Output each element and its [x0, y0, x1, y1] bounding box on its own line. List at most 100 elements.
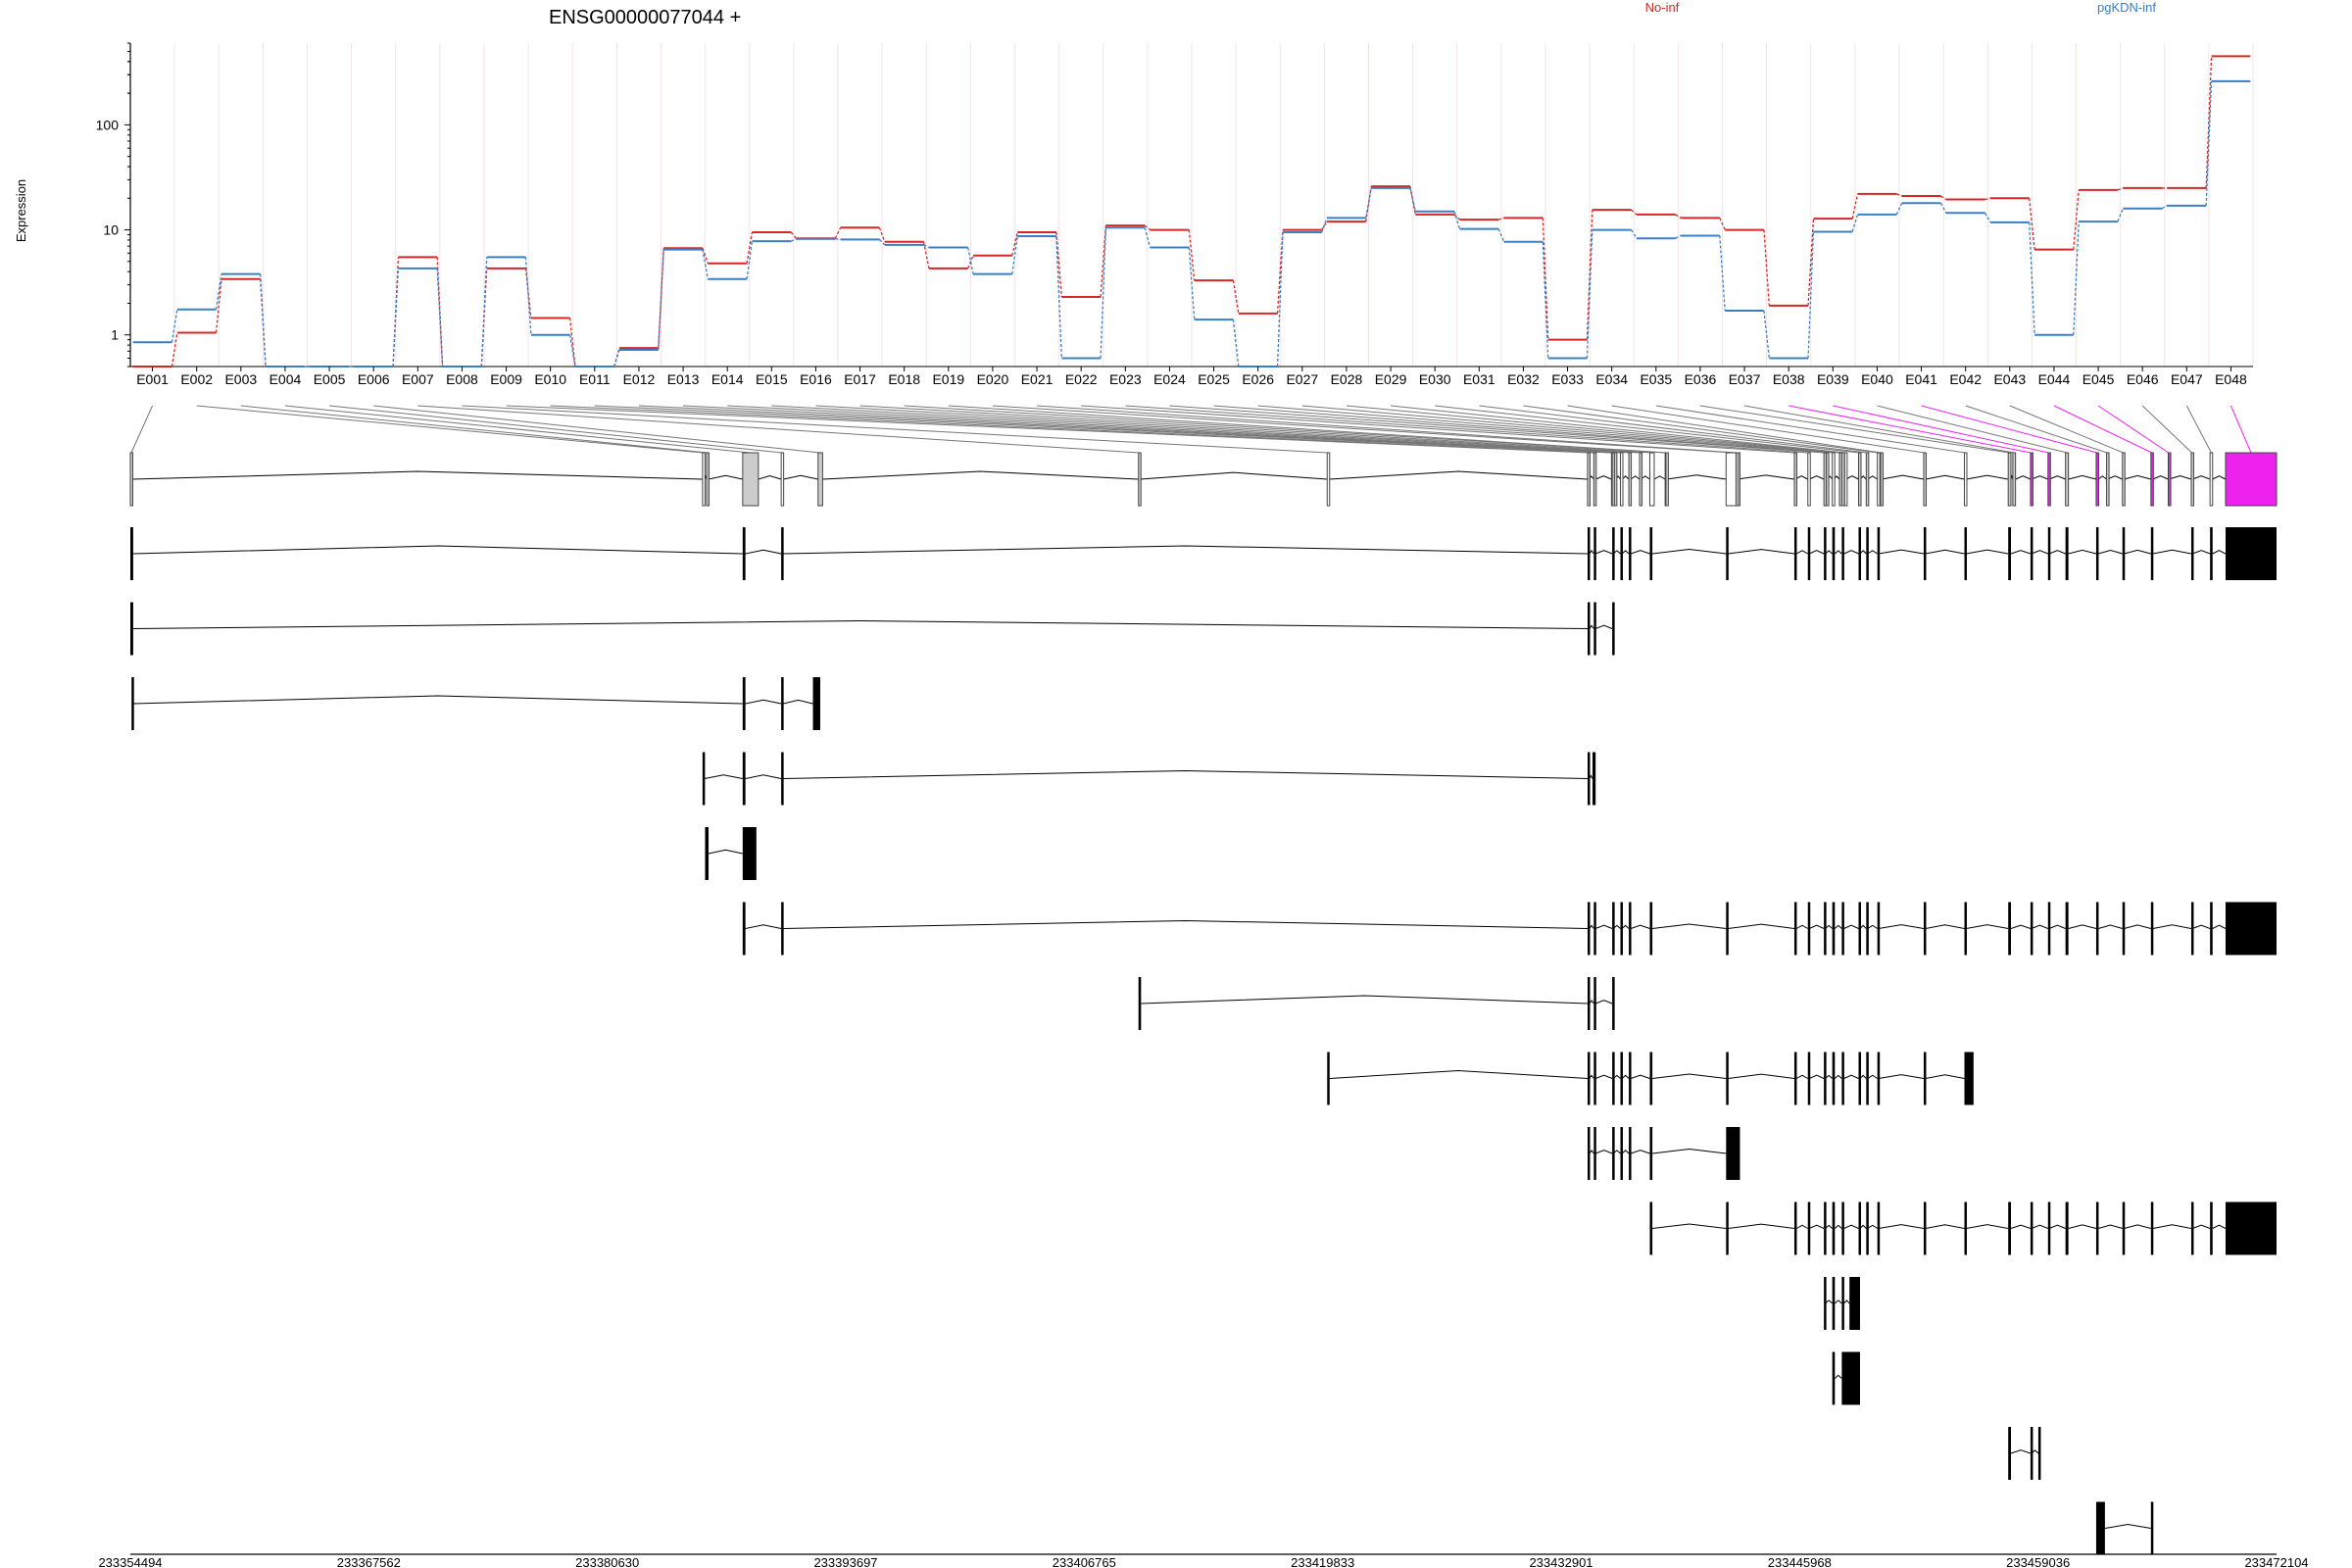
exon-box [1793, 527, 1797, 580]
bin-connector [240, 405, 709, 454]
intron-line [1843, 1224, 1859, 1229]
exon-box [2007, 452, 2012, 507]
exon-box [2210, 527, 2213, 580]
exon-box [1587, 527, 1591, 580]
exon-box [1629, 1052, 1632, 1105]
series-connector [2073, 221, 2080, 335]
y-axis-label: Expression [14, 179, 28, 242]
exon-box [1841, 1351, 1860, 1405]
intron-line [1653, 475, 1666, 480]
series-connector [658, 249, 664, 351]
genomic-tick-label: 233406765 [1053, 1555, 1116, 1568]
intron-line [1825, 924, 1834, 929]
intron-line [2168, 475, 2192, 480]
intron-line [2212, 924, 2227, 929]
intron-line [1728, 549, 1795, 555]
intron-line [1809, 1224, 1825, 1229]
bin-connector [1921, 405, 2098, 454]
exon-box [812, 677, 820, 730]
intron-line [1834, 1074, 1842, 1079]
exon-box [1807, 527, 1811, 580]
series-connector [1365, 187, 1372, 219]
exon-box [1877, 1052, 1881, 1105]
exon-box [1613, 452, 1618, 507]
intron-line [1594, 475, 1612, 480]
exon-box [2037, 1427, 2041, 1480]
genomic-tick-label: 233367562 [337, 1555, 401, 1568]
exon-box [1824, 902, 1827, 956]
exon-box [1620, 902, 1624, 956]
exon-box [1866, 1052, 1869, 1105]
intron-line [1859, 924, 1867, 929]
intron-line [783, 919, 1588, 929]
series-connector [568, 334, 576, 368]
intron-line [1141, 995, 1589, 1004]
series-connector [2073, 189, 2080, 250]
intron-line [2124, 474, 2151, 480]
genomic-tick-label: 233459036 [2006, 1555, 2070, 1568]
intron-line [1966, 474, 2009, 480]
x-tick-label: E012 [623, 371, 656, 387]
intron-line [708, 849, 743, 855]
x-tick-label: E016 [800, 371, 832, 387]
series-connector [790, 231, 798, 239]
intron-line [2212, 550, 2227, 555]
bin-connector [373, 405, 821, 454]
bin-connector [1479, 405, 1868, 454]
intron-line [1878, 1074, 1925, 1079]
intron-line [2068, 549, 2097, 555]
intron-line [1589, 924, 1594, 929]
exon-box [1612, 1127, 1615, 1180]
x-tick-label: E018 [888, 371, 920, 387]
intron-line [1867, 475, 1878, 480]
intron-line [1834, 1374, 1842, 1379]
exon-box [1726, 902, 1729, 956]
series-connector [1719, 235, 1726, 312]
x-tick-label: E024 [1153, 371, 1186, 387]
bin-connector [1037, 405, 1738, 454]
exon-box [1964, 902, 1968, 956]
exon-box [742, 902, 746, 956]
exon-box [706, 452, 710, 507]
exon-box [2030, 452, 2034, 507]
intron-line [132, 619, 1588, 629]
x-tick-label: E002 [180, 371, 213, 387]
bin-connector [462, 405, 1329, 454]
series-connector [1896, 193, 1902, 197]
x-tick-label: E038 [1773, 371, 1805, 387]
series-connector [1807, 231, 1815, 359]
exon-box [705, 827, 710, 880]
series-connector [260, 273, 267, 368]
bin-connector [506, 405, 1589, 454]
series-connector [1586, 229, 1593, 359]
x-tick-label: E026 [1242, 371, 1274, 387]
intron-line [2097, 475, 2107, 480]
x-tick-label: E041 [1905, 371, 1937, 387]
exon-box [1826, 452, 1830, 507]
intron-line [1881, 474, 1925, 480]
x-tick-label: E009 [490, 371, 522, 387]
bin-connector [2185, 405, 2212, 454]
series-connector [171, 309, 178, 343]
intron-line [1589, 1074, 1594, 1079]
intron-line [1859, 550, 1867, 555]
intron-line [1845, 475, 1859, 480]
intron-line [2068, 924, 2097, 929]
series-connector [1321, 218, 1328, 233]
intron-line [1652, 1223, 1727, 1229]
exon-box [1923, 527, 1927, 580]
series-connector [613, 349, 620, 368]
series-connector [2117, 208, 2124, 222]
exon-box [1592, 452, 1597, 507]
series-connector [1232, 280, 1240, 314]
x-tick-label: E048 [2215, 371, 2247, 387]
series-connector [702, 247, 709, 264]
exon-box [1620, 452, 1624, 507]
intron-line [1809, 550, 1825, 555]
exon-box [1858, 1052, 1862, 1105]
x-tick-label: E035 [1640, 371, 1672, 387]
series-connector [1631, 209, 1638, 216]
exon-box [1620, 527, 1624, 580]
exon-box [780, 452, 785, 507]
